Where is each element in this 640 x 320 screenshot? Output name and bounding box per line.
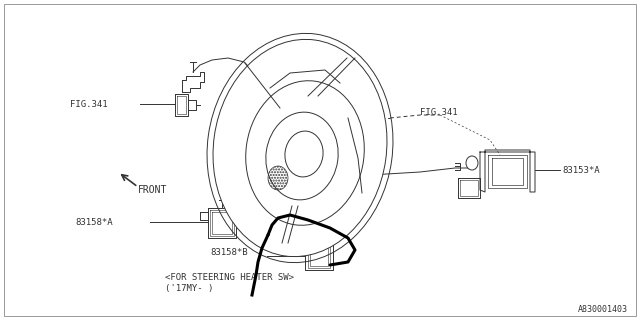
Ellipse shape <box>266 112 338 200</box>
Text: FIG.341: FIG.341 <box>420 108 458 116</box>
Ellipse shape <box>246 81 364 225</box>
Text: 83158*A: 83158*A <box>75 218 113 227</box>
Ellipse shape <box>466 156 478 170</box>
Text: <FOR STEERING HEATER SW>: <FOR STEERING HEATER SW> <box>165 273 294 282</box>
Text: FIG.341: FIG.341 <box>70 100 108 108</box>
Ellipse shape <box>213 39 387 257</box>
Text: 83153*A: 83153*A <box>562 165 600 174</box>
Text: ('17MY- ): ('17MY- ) <box>165 284 213 293</box>
Text: A830001403: A830001403 <box>578 306 628 315</box>
Text: FRONT: FRONT <box>138 185 168 195</box>
Ellipse shape <box>207 33 393 263</box>
Ellipse shape <box>285 131 323 177</box>
Text: 83158*B: 83158*B <box>210 247 248 257</box>
